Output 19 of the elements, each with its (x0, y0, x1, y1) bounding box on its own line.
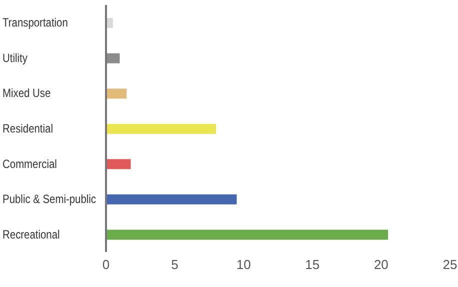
y-tick-label: Mixed Use (2, 88, 51, 100)
x-tick-label: 0 (102, 257, 110, 272)
bar (106, 194, 237, 204)
bar (106, 88, 127, 99)
bar (106, 159, 131, 170)
x-tick-label: 10 (236, 257, 251, 272)
y-tick-label: Public & Semi-public (2, 193, 96, 206)
y-tick-label: Residential (2, 122, 53, 136)
x-tick-label: 15 (305, 257, 320, 272)
bar (106, 53, 120, 64)
y-tick-label: Utility (2, 52, 28, 66)
y-tick-label: Recreational (2, 228, 60, 242)
x-tick-label: 5 (171, 257, 178, 272)
x-tick-label: 20 (374, 257, 388, 272)
y-tick-label: Commercial (2, 158, 57, 172)
x-tick-label: 25 (442, 257, 458, 272)
bar (106, 124, 216, 134)
y-tick-label: Transportation (2, 16, 68, 30)
bar (106, 230, 388, 240)
